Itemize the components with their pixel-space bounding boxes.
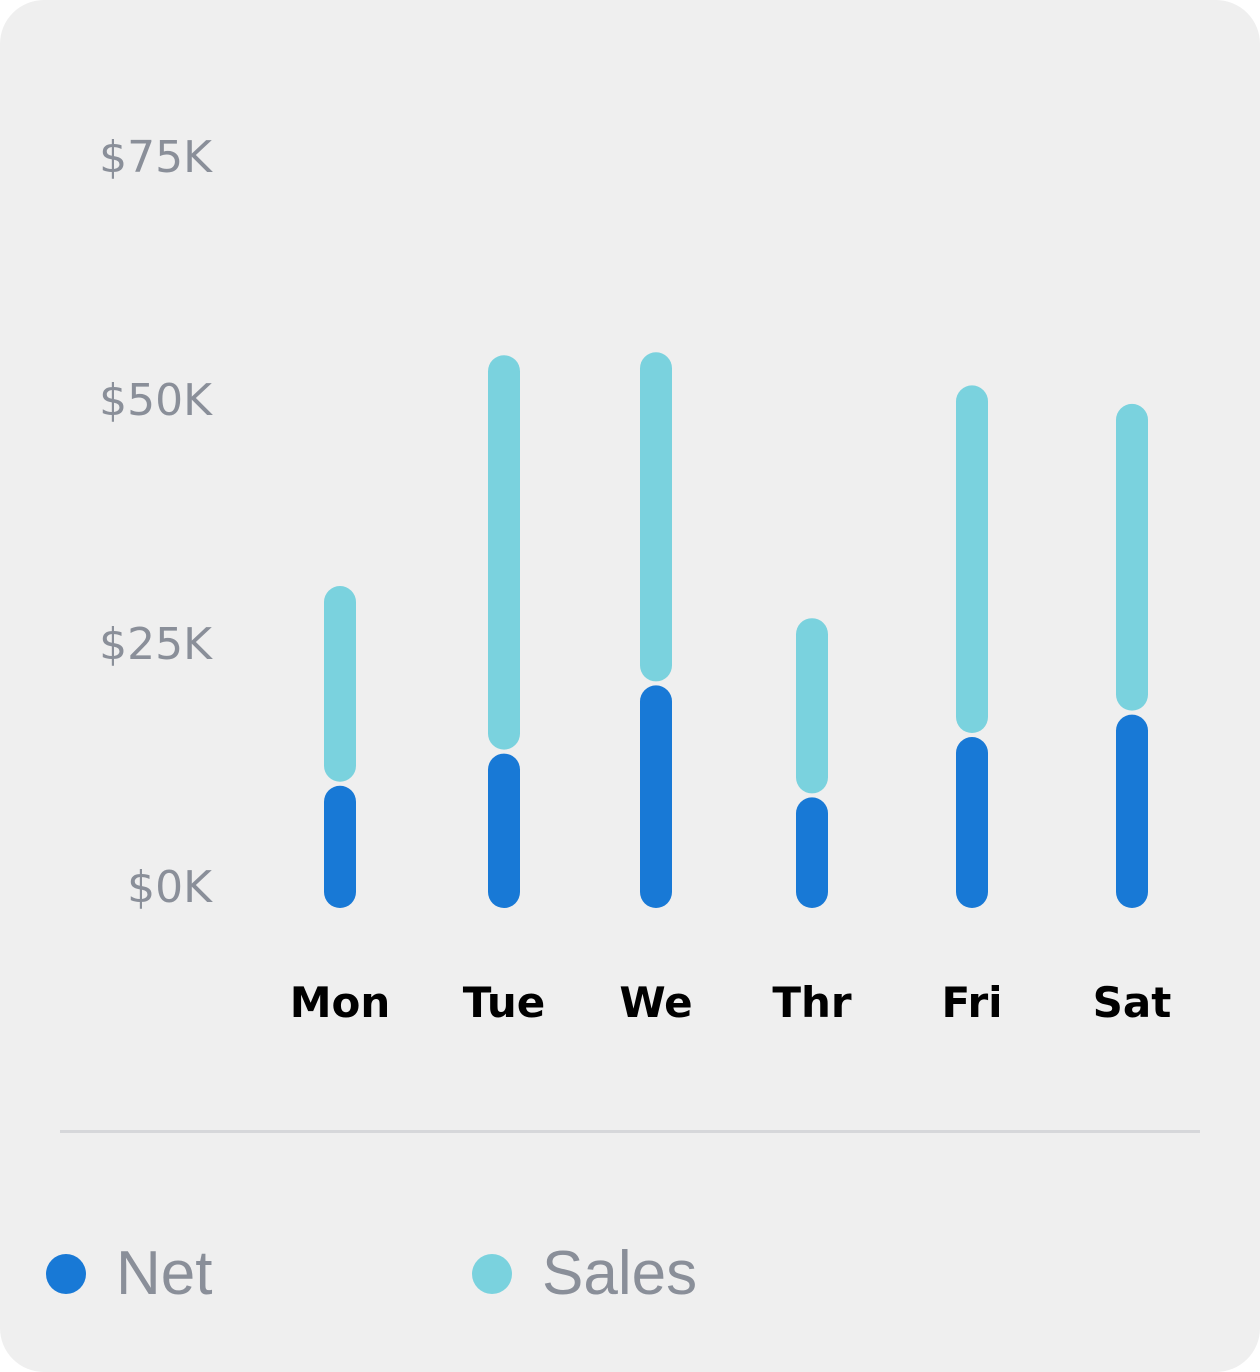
x-tick-label: Tue bbox=[462, 978, 546, 1027]
x-tick-label: Mon bbox=[289, 978, 391, 1027]
legend-item-net: Net bbox=[46, 1243, 212, 1305]
y-tick-label: $25K bbox=[99, 618, 212, 670]
bar-net-thr bbox=[796, 797, 828, 908]
bar-sales-mon bbox=[324, 586, 356, 782]
legend-sales-label: Sales bbox=[542, 1239, 698, 1308]
bar-sales-sat bbox=[1116, 403, 1148, 711]
x-tick-label: Sat bbox=[1092, 978, 1172, 1027]
legend-net-label: Net bbox=[116, 1239, 213, 1308]
legend-net-swatch bbox=[46, 1254, 86, 1294]
bar-sales-we bbox=[640, 352, 672, 682]
bar-sales-thr bbox=[796, 618, 828, 794]
bar-net-tue bbox=[488, 753, 520, 908]
bar-sales-fri bbox=[956, 385, 988, 734]
x-tick-label: Fri bbox=[941, 978, 1003, 1027]
bar-net-we bbox=[640, 685, 672, 908]
legend-sales-swatch bbox=[472, 1254, 512, 1294]
bar-net-sat bbox=[1116, 714, 1148, 908]
y-tick-label: $0K bbox=[127, 862, 212, 913]
bar-sales-tue bbox=[488, 355, 520, 750]
bar-net-mon bbox=[324, 785, 356, 908]
y-tick-label: $50K bbox=[99, 375, 212, 426]
legend-divider bbox=[60, 1130, 1200, 1133]
y-tick-label: $75K bbox=[99, 131, 212, 183]
x-tick-label: We bbox=[619, 978, 693, 1027]
legend-item-sales: Sales bbox=[472, 1243, 697, 1305]
x-tick-label: Thr bbox=[772, 978, 852, 1027]
bar-net-fri bbox=[956, 737, 988, 908]
